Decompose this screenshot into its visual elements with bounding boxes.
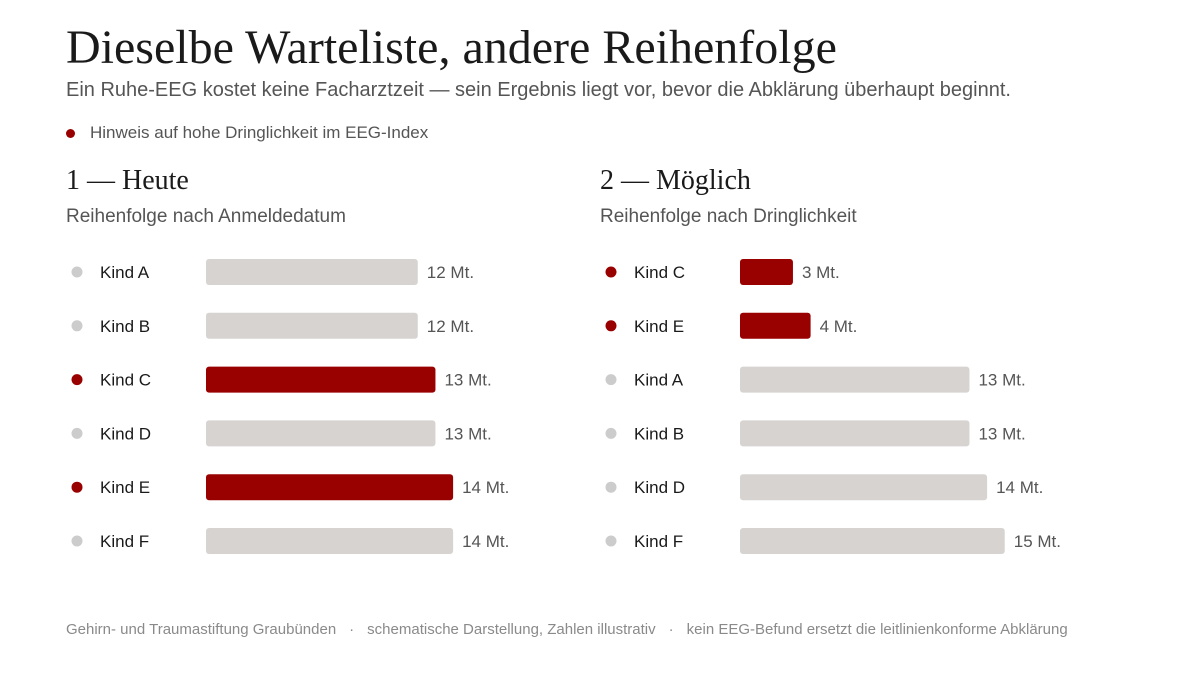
value-label-kind-e: 4 Mt. <box>820 317 858 336</box>
footer-note: schematische Darstellung, Zahlen illustr… <box>367 621 656 638</box>
chart-today: Kind A 12 Mt. Kind B 12 Mt. Kind C 13 Mt. Kind… <box>71 259 509 554</box>
row-dot-kind-b <box>605 427 617 439</box>
bar-kind-d <box>740 474 988 501</box>
value-label-kind-f: 14 Mt. <box>462 532 509 551</box>
footer-source: Gehirn- und Traumastiftung Graubünden <box>66 621 337 638</box>
bar-kind-f <box>740 528 1005 554</box>
category-label-kind-f: Kind F <box>634 532 683 551</box>
row-dot-kind-f <box>605 535 617 547</box>
row-dot-kind-b <box>71 320 83 332</box>
legend-label: Hinweis auf hohe Dringlichkeit im EEG-In… <box>90 123 429 142</box>
legend: Hinweis auf hohe Dringlichkeit im EEG-In… <box>66 122 428 144</box>
footer-separator: · <box>668 621 674 638</box>
value-label-kind-f: 15 Mt. <box>1014 532 1061 551</box>
row-dot-kind-d <box>605 481 617 493</box>
bar-kind-c <box>740 259 793 285</box>
row-dot-kind-e <box>605 320 617 332</box>
panel-subtitle-possible: Reihenfolge nach Dringlichkeit <box>600 206 857 227</box>
value-label-kind-d: 13 Mt. <box>444 424 491 443</box>
row-dot-kind-a <box>605 374 617 386</box>
footer-separator: · <box>349 621 355 638</box>
value-label-kind-e: 14 Mt. <box>462 478 509 497</box>
value-label-kind-c: 13 Mt. <box>444 371 491 390</box>
row-dot-kind-f <box>71 535 83 547</box>
footer: Gehirn- und Traumastiftung Graubünden · … <box>66 620 1068 640</box>
page-subtitle: Ein Ruhe-EEG kostet keine Facharztzeit —… <box>66 79 1011 101</box>
category-label-kind-c: Kind C <box>100 371 151 390</box>
value-label-kind-d: 14 Mt. <box>996 478 1043 497</box>
panel-title-today: 1 — Heute <box>66 165 189 196</box>
category-label-kind-a: Kind A <box>634 371 684 390</box>
category-label-kind-a: Kind A <box>100 263 150 282</box>
panel-possible: 2 — Möglich Reihenfolge nach Dringlichke… <box>600 160 1120 570</box>
category-label-kind-f: Kind F <box>100 532 149 551</box>
category-label-kind-d: Kind D <box>634 478 685 497</box>
category-label-kind-d: Kind D <box>100 424 151 443</box>
panel-today: 1 — Heute Reihenfolge nach Anmeldedatum … <box>66 160 586 570</box>
bar-kind-f <box>206 528 454 554</box>
category-label-kind-e: Kind E <box>100 478 150 497</box>
category-label-kind-b: Kind B <box>100 317 150 336</box>
panel-subtitle-today: Reihenfolge nach Anmeldedatum <box>66 206 346 227</box>
value-label-kind-c: 3 Mt. <box>802 263 840 282</box>
bar-kind-d <box>206 420 436 447</box>
page-title: Dieselbe Warteliste, andere Reihenfolge <box>66 21 837 74</box>
row-dot-kind-d <box>71 427 83 439</box>
chart-possible: Kind C 3 Mt. Kind E 4 Mt. Kind A 13 Mt. Kind B… <box>605 259 1061 554</box>
bar-kind-e <box>740 312 811 339</box>
value-label-kind-a: 13 Mt. <box>978 371 1025 390</box>
row-dot-kind-c <box>605 266 617 278</box>
bar-kind-a <box>206 259 418 285</box>
bar-kind-a <box>740 366 970 393</box>
value-label-kind-b: 13 Mt. <box>978 424 1025 443</box>
legend-urgent-dot-icon <box>66 128 75 138</box>
bar-kind-c <box>206 366 436 393</box>
category-label-kind-c: Kind C <box>634 263 685 282</box>
row-dot-kind-c <box>71 374 83 386</box>
row-dot-kind-e <box>71 481 83 493</box>
row-dot-kind-a <box>71 266 83 278</box>
value-label-kind-b: 12 Mt. <box>427 317 474 336</box>
panel-title-possible: 2 — Möglich <box>600 165 751 196</box>
category-label-kind-e: Kind E <box>634 317 684 336</box>
footer-disclaimer: kein EEG-Befund ersetzt die leitlinienko… <box>686 621 1068 638</box>
bar-kind-b <box>740 420 970 447</box>
bar-kind-b <box>206 312 418 339</box>
category-label-kind-b: Kind B <box>634 424 684 443</box>
bar-kind-e <box>206 474 454 501</box>
value-label-kind-a: 12 Mt. <box>427 263 474 282</box>
